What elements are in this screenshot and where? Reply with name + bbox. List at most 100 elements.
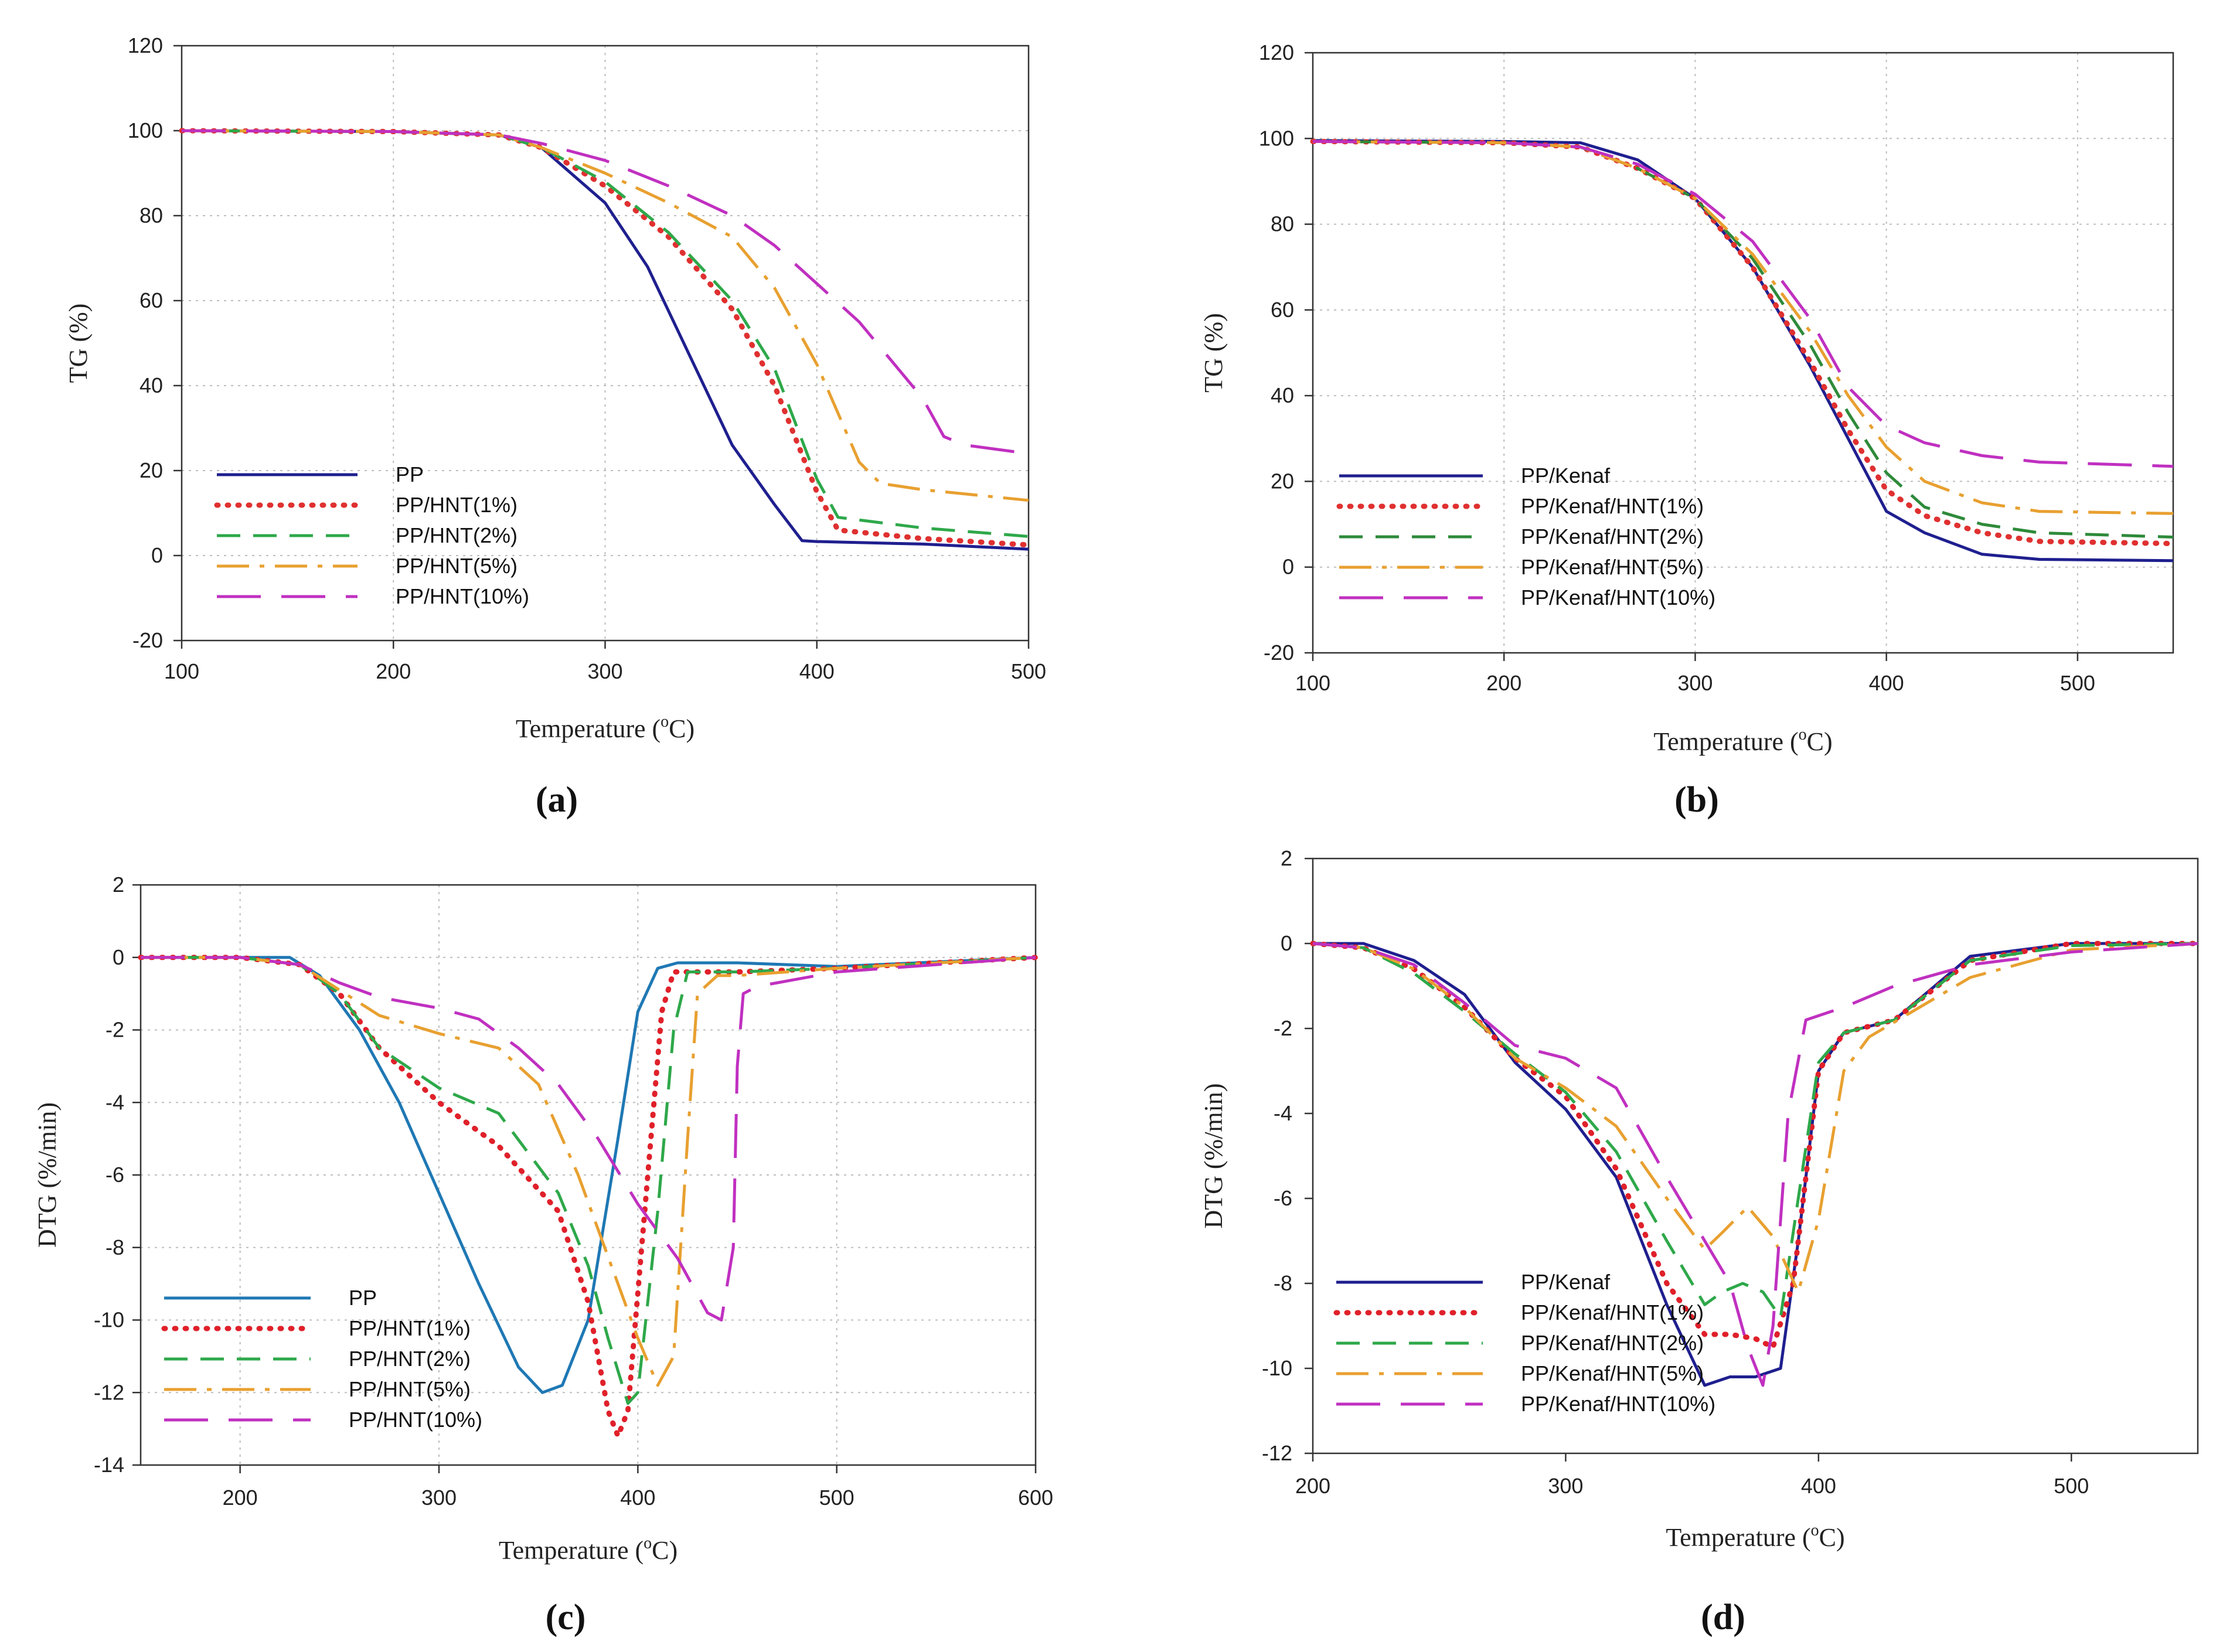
legend-label: PP/HNT(1%) <box>349 1316 471 1340</box>
legend-label: PP/Kenaf <box>1521 464 1611 488</box>
y-tick-label: -8 <box>1274 1271 1292 1295</box>
legend-label: PP/HNT(2%) <box>396 523 518 547</box>
x-tick-label: 300 <box>421 1486 457 1510</box>
x-tick-label: 100 <box>164 659 199 683</box>
legend-label: PP/Kenaf/HNT(2%) <box>1521 1331 1704 1355</box>
series-line-pp-kenaf-hnt-1- <box>1310 138 2176 546</box>
panel-d: 200 300 400 500 -12 -10 -8 -6 -4 -2 0 2 Temperature … <box>1199 846 2201 1637</box>
x-axis-title-main: Temperature ( <box>516 714 661 743</box>
legend-label: PP/Kenaf/HNT(5%) <box>1521 1361 1704 1385</box>
y-tick-label: -6 <box>1274 1186 1292 1210</box>
legend-label: PP/Kenaf/HNT(1%) <box>1521 494 1704 518</box>
x-tick-label: 400 <box>620 1486 655 1510</box>
x-tick-label: 200 <box>1295 1474 1330 1498</box>
x-axis-title: Temperature (oC) <box>516 713 695 743</box>
series-line-pp <box>141 956 1036 1394</box>
series-line-pp-hnt-5- <box>181 129 1029 502</box>
panel-a: 100 200 300 400 500 -20 0 20 40 60 80 100 120 Tempera… <box>64 33 1046 820</box>
series-line-pp-kenaf <box>1312 139 2174 563</box>
x-axis-title: Temperature (oC) <box>1666 1521 1844 1552</box>
legend-label: PP <box>349 1286 377 1310</box>
x-axis-title-unit: C) <box>669 714 695 743</box>
legend-label: PP/HNT(1%) <box>396 493 518 517</box>
panel-label: (b) <box>1674 780 1719 820</box>
x-axis-title-main: Temperature ( <box>1653 727 1798 756</box>
y-tick-label: 0 <box>113 945 124 969</box>
y-tick-label: 60 <box>139 288 163 312</box>
series-line-pp-hnt-5- <box>141 956 1036 1387</box>
legend-label: PP <box>396 462 424 486</box>
legend-label: PP/Kenaf/HNT(5%) <box>1521 555 1704 579</box>
legend-label: PP/HNT(5%) <box>396 554 518 578</box>
x-axis-title-degree: o <box>1811 1521 1819 1539</box>
series-line-pp-kenaf-hnt-5- <box>1312 139 2174 515</box>
y-tick-label: -14 <box>94 1453 124 1477</box>
legend-label: PP/HNT(5%) <box>349 1377 471 1401</box>
y-tick-label: -12 <box>94 1380 124 1404</box>
legend-label: PP/HNT(10%) <box>349 1408 482 1432</box>
x-tick-label: 600 <box>1018 1486 1053 1510</box>
legend-label: PP/Kenaf <box>1521 1270 1611 1294</box>
y-axis-title: DTG (%/min) <box>1199 1083 1228 1228</box>
panel-label: (a) <box>536 780 578 820</box>
x-tick-label: 200 <box>223 1486 258 1510</box>
y-tick-label: -8 <box>105 1235 124 1259</box>
x-axis-title-unit: C) <box>1807 727 1833 756</box>
x-tick-label: 300 <box>1548 1474 1583 1498</box>
y-tick-label: 2 <box>113 873 124 897</box>
y-tick-label: -6 <box>105 1163 124 1187</box>
x-tick-label: 500 <box>2054 1474 2089 1498</box>
y-tick-label: -10 <box>1262 1356 1292 1380</box>
legend-label: PP/HNT(10%) <box>396 584 529 608</box>
x-tick-label: 300 <box>1677 671 1713 695</box>
x-tick-label: 200 <box>1486 671 1521 695</box>
y-tick-label: 80 <box>1271 212 1294 236</box>
y-tick-label: 120 <box>1259 40 1294 64</box>
y-tick-label: -20 <box>1264 641 1294 665</box>
legend-label: PP/Kenaf/HNT(1%) <box>1521 1300 1704 1324</box>
y-tick-label: -4 <box>1274 1101 1292 1125</box>
series-line-pp-kenaf-hnt-10- <box>1312 139 2174 468</box>
y-tick-label: 40 <box>1271 383 1294 407</box>
x-tick-label: 400 <box>799 659 835 683</box>
legend-label: PP/Kenaf/HNT(10%) <box>1521 585 1715 609</box>
y-tick-label: -12 <box>1262 1441 1292 1465</box>
series-line-pp-hnt-2- <box>141 956 1036 1405</box>
plot-area <box>1312 52 2174 654</box>
x-tick-label: 500 <box>2060 671 2095 695</box>
x-tick-label: 300 <box>587 659 622 683</box>
panel-b: 100 200 300 400 500 -20 0 20 40 60 80 100 120 Tempera… <box>1199 40 2176 820</box>
x-axis-title-degree: o <box>1799 725 1807 744</box>
y-axis-title: TG (%) <box>1199 313 1228 393</box>
panel-label: (c) <box>546 1597 586 1637</box>
series-line-pp-hnt-10- <box>181 129 1029 455</box>
x-axis-title: Temperature (oC) <box>499 1534 678 1565</box>
x-tick-label: 400 <box>1801 1474 1836 1498</box>
y-tick-label: -4 <box>105 1090 124 1114</box>
series-line-pp-kenaf <box>1313 942 2198 1387</box>
series-line-pp-hnt-1- <box>179 128 1032 548</box>
y-tick-label: 0 <box>1282 555 1294 579</box>
x-axis-title-main: Temperature ( <box>1666 1523 1810 1552</box>
y-tick-label: -2 <box>105 1018 124 1042</box>
legend-label: PP/HNT(2%) <box>349 1347 471 1371</box>
series-line-pp-hnt-10- <box>141 956 1036 1321</box>
x-tick-label: 200 <box>376 659 411 683</box>
y-axis-title: DTG (%/min) <box>33 1102 62 1248</box>
series-line-pp-kenaf-hnt-10- <box>1312 942 2198 1387</box>
panel-label: (d) <box>1701 1597 1745 1637</box>
x-axis-title-main: Temperature ( <box>499 1536 644 1565</box>
y-tick-label: -10 <box>94 1308 124 1332</box>
y-tick-label: 60 <box>1271 298 1294 322</box>
x-tick-label: 500 <box>819 1486 855 1510</box>
y-tick-label: -2 <box>1274 1016 1292 1040</box>
x-axis-title: Temperature (oC) <box>1653 725 1832 756</box>
plot-area <box>1312 857 2199 1455</box>
y-axis-title: TG (%) <box>64 304 93 383</box>
series-line-pp-kenaf-hnt-2- <box>1312 942 2198 1319</box>
series-line-pp-kenaf-hnt-2- <box>1312 139 2174 539</box>
x-axis-title-unit: C) <box>652 1536 678 1565</box>
x-axis-title-degree: o <box>661 713 669 731</box>
y-tick-label: -20 <box>132 628 163 652</box>
